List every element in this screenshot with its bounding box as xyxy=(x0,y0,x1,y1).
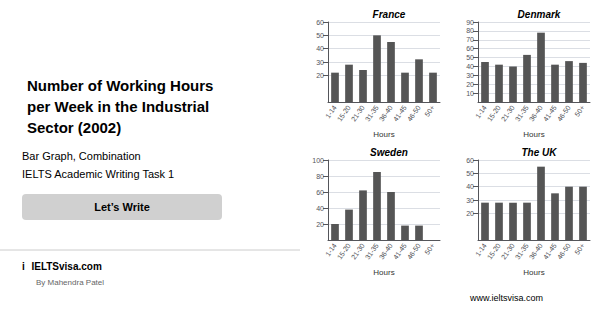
svg-text:36-40: 36-40 xyxy=(528,104,544,123)
svg-text:Number of Working Hours: Number of Working Hours xyxy=(27,77,213,94)
svg-text:41-45: 41-45 xyxy=(392,242,408,261)
svg-text:21-30: 21-30 xyxy=(350,104,366,123)
svg-text:36-40: 36-40 xyxy=(378,242,394,261)
svg-text:50: 50 xyxy=(316,32,324,39)
svg-text:60: 60 xyxy=(316,19,324,26)
svg-text:50+: 50+ xyxy=(573,242,586,256)
svg-text:46-50: 46-50 xyxy=(556,242,572,261)
svg-text:41-45: 41-45 xyxy=(542,104,558,123)
svg-text:60: 60 xyxy=(316,189,324,196)
svg-text:41-45: 41-45 xyxy=(542,242,558,261)
svg-text:21-30: 21-30 xyxy=(500,104,516,123)
svg-text:Hours: Hours xyxy=(523,268,544,277)
svg-text:50: 50 xyxy=(466,54,474,61)
svg-text:20: 20 xyxy=(316,221,324,228)
svg-text:15-20: 15-20 xyxy=(486,104,502,123)
svg-text:Denmark: Denmark xyxy=(518,9,561,20)
svg-text:10: 10 xyxy=(466,90,474,97)
svg-text:Hours: Hours xyxy=(523,130,544,139)
svg-text:1-14: 1-14 xyxy=(324,242,338,258)
svg-text:60: 60 xyxy=(466,45,474,52)
svg-text:40: 40 xyxy=(466,183,474,190)
svg-text:15-20: 15-20 xyxy=(336,242,352,261)
svg-text:70: 70 xyxy=(466,36,474,43)
svg-text:50+: 50+ xyxy=(573,104,586,118)
svg-text:31-35: 31-35 xyxy=(514,104,530,123)
svg-text:36-40: 36-40 xyxy=(378,104,394,123)
svg-text:80: 80 xyxy=(316,173,324,180)
svg-text:40: 40 xyxy=(316,45,324,52)
svg-text:31-35: 31-35 xyxy=(364,104,380,123)
svg-text:Bar Graph, Combination: Bar Graph, Combination xyxy=(22,150,141,162)
svg-text:i: i xyxy=(22,260,25,272)
svg-text:50+: 50+ xyxy=(423,242,436,256)
svg-text:36-40: 36-40 xyxy=(528,242,544,261)
svg-text:IELTS Academic Writing Task 1: IELTS Academic Writing Task 1 xyxy=(22,168,174,180)
svg-text:By Mahendra Patel: By Mahendra Patel xyxy=(36,278,104,287)
svg-text:IELTSvisa: IELTSvisa xyxy=(31,261,78,272)
svg-text:1-14: 1-14 xyxy=(324,104,338,120)
svg-text:www.ieltsvisa.com: www.ieltsvisa.com xyxy=(469,293,543,303)
svg-text:15-20: 15-20 xyxy=(336,104,352,123)
svg-text:50: 50 xyxy=(466,170,474,177)
svg-text:90: 90 xyxy=(466,19,474,26)
svg-text:20: 20 xyxy=(466,210,474,217)
svg-text:100: 100 xyxy=(312,157,324,164)
svg-text:46-50: 46-50 xyxy=(556,104,572,123)
svg-text:30: 30 xyxy=(466,197,474,204)
svg-text:20: 20 xyxy=(466,81,474,88)
svg-text:21-30: 21-30 xyxy=(350,242,366,261)
svg-text:21-30: 21-30 xyxy=(500,242,516,261)
svg-text:31-35: 31-35 xyxy=(364,242,380,261)
svg-text:Sweden: Sweden xyxy=(370,147,408,158)
svg-text:15-20: 15-20 xyxy=(486,242,502,261)
svg-text:30: 30 xyxy=(466,72,474,79)
svg-text:France: France xyxy=(373,9,406,20)
svg-text:31-35: 31-35 xyxy=(514,242,530,261)
svg-text:80: 80 xyxy=(466,27,474,34)
svg-text:60: 60 xyxy=(466,157,474,164)
svg-text:46-50: 46-50 xyxy=(406,104,422,123)
svg-text:20: 20 xyxy=(316,72,324,79)
svg-text:1-14: 1-14 xyxy=(474,242,488,258)
svg-text:41-45: 41-45 xyxy=(392,104,408,123)
svg-text:30: 30 xyxy=(316,59,324,66)
svg-text:Hours: Hours xyxy=(373,268,394,277)
svg-text:50+: 50+ xyxy=(423,104,436,118)
svg-text:per Week in the Industrial: per Week in the Industrial xyxy=(27,98,209,115)
svg-text:Let’s Write: Let’s Write xyxy=(94,201,150,213)
svg-text:40: 40 xyxy=(466,63,474,70)
svg-text:Sector (2002): Sector (2002) xyxy=(27,119,121,136)
svg-text:1-14: 1-14 xyxy=(474,104,488,120)
svg-text:Hours: Hours xyxy=(373,130,394,139)
svg-text:.com: .com xyxy=(79,261,102,272)
svg-text:40: 40 xyxy=(316,205,324,212)
svg-text:The UK: The UK xyxy=(522,147,558,158)
svg-text:46-50: 46-50 xyxy=(406,242,422,261)
